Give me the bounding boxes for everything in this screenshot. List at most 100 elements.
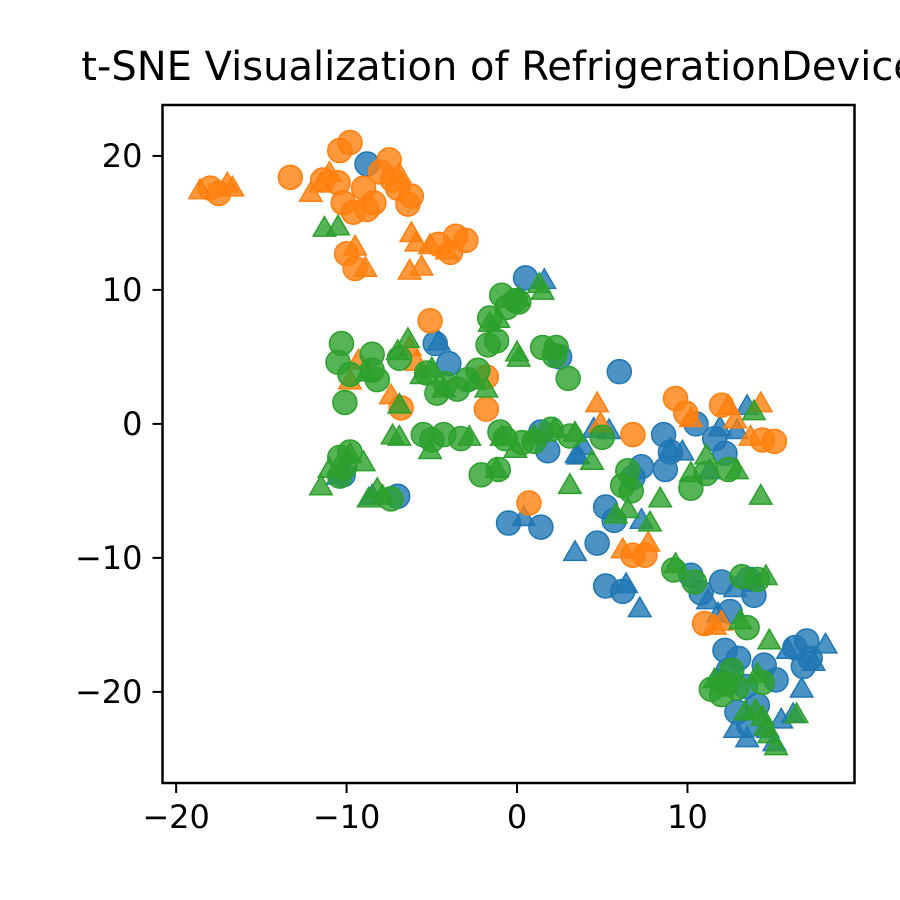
- point-s0-triangle-26: [722, 716, 748, 738]
- point-s1-triangle-26: [737, 424, 764, 446]
- point-s2-circle-24: [332, 389, 358, 416]
- point-s1-triangle-24: [722, 406, 748, 429]
- point-s2-triangle-16: [526, 271, 552, 294]
- point-s2-triangle-30: [502, 436, 528, 458]
- point-s2-circle-5: [359, 341, 385, 367]
- point-s2-circle-44: [618, 478, 644, 504]
- point-s0-triangle-14: [511, 504, 537, 527]
- point-s1-circle-23: [453, 227, 479, 254]
- point-s0-triangle-1: [426, 329, 452, 351]
- point-s1-triangle-2: [219, 174, 245, 197]
- point-s1-triangle-30: [702, 613, 728, 635]
- point-s2-circle-15: [483, 328, 510, 354]
- point-s2-triangle-3: [354, 359, 380, 382]
- point-s0-triangle-20: [695, 587, 721, 610]
- point-s1-triangle-4: [298, 180, 324, 203]
- x-tick-label-3: 10: [667, 798, 708, 836]
- point-s2-triangle-19: [337, 441, 363, 464]
- point-s2-circle-22: [555, 365, 581, 392]
- point-s1-circle-10: [376, 147, 402, 173]
- point-s2-triangle-21: [316, 456, 343, 479]
- point-s2-triangle-34: [541, 416, 568, 438]
- point-s2-triangle-48: [753, 563, 779, 586]
- point-s1-triangle-27: [610, 536, 636, 559]
- point-s2-triangle-17: [504, 339, 530, 362]
- point-s2-triangle-14: [506, 284, 532, 307]
- point-s2-circle-23: [529, 334, 556, 361]
- point-s1-triangle-1: [187, 177, 213, 200]
- point-s2-triangle-8: [419, 355, 445, 378]
- point-s0-triangle-22: [775, 637, 801, 659]
- point-s1-triangle-6: [386, 161, 412, 184]
- point-s2-triangle-7: [431, 375, 457, 398]
- point-s2-circle-2: [337, 361, 363, 388]
- point-s2-triangle-47: [727, 607, 753, 630]
- point-s2-triangle-54: [763, 733, 789, 756]
- point-s2-triangle-12: [473, 375, 499, 398]
- scatter-marks: [187, 129, 839, 756]
- point-s2-triangle-27: [417, 437, 443, 460]
- point-s0-triangle-27: [734, 725, 760, 748]
- point-s1-circle-13: [330, 190, 356, 216]
- point-s0-triangle-13: [562, 539, 588, 562]
- y-tick-label-0: 20: [102, 137, 143, 175]
- plot-frame: [161, 103, 856, 785]
- chart-title: t-SNE Visualization of RefrigerationDevi…: [81, 44, 900, 90]
- point-s2-triangle-20: [351, 449, 377, 472]
- point-s1-circle-2: [277, 164, 304, 191]
- point-s1-triangle-13: [398, 220, 424, 243]
- point-s2-triangle-59: [732, 698, 758, 721]
- point-s2-triangle-43: [724, 457, 750, 480]
- point-s2-triangle-35: [557, 472, 583, 495]
- point-s2-triangle-29: [484, 456, 510, 479]
- point-s2-triangle-32: [521, 422, 547, 445]
- y-tick-label-2: 0: [122, 405, 142, 443]
- point-s1-triangle-8: [352, 255, 378, 278]
- x-tick-label-2: 0: [507, 798, 527, 836]
- point-s2-triangle-58: [744, 661, 770, 684]
- point-s2-triangle-38: [615, 496, 641, 519]
- point-s1-circle-32: [761, 428, 788, 455]
- point-s2-triangle-4: [385, 338, 411, 361]
- point-s0-triangle-23: [801, 649, 827, 671]
- point-s2-triangle-9: [461, 367, 487, 390]
- point-s2-triangle-25: [364, 476, 390, 499]
- point-s1-circle-27: [516, 490, 542, 516]
- point-s1-triangle-7: [342, 233, 368, 256]
- point-s1-triangle-21: [584, 390, 610, 413]
- point-s1-triangle-5: [316, 160, 343, 182]
- point-s0-triangle-15: [627, 595, 653, 618]
- point-s0-triangle-25: [789, 676, 815, 698]
- point-s1-triangle-22: [678, 405, 704, 428]
- point-s2-triangle-44: [741, 398, 767, 421]
- y-tick-label-1: 10: [102, 271, 143, 309]
- point-s1-circle-14: [354, 196, 380, 223]
- point-s1-triangle-28: [635, 529, 661, 552]
- point-s0-triangle-16: [613, 571, 639, 594]
- point-s2-triangle-42: [693, 442, 719, 465]
- point-s0-triangle-6: [565, 442, 591, 465]
- point-s0-circle-5: [606, 358, 633, 385]
- point-s2-triangle-41: [678, 460, 704, 483]
- point-s2-triangle-56: [783, 701, 810, 724]
- point-s2-triangle-2: [386, 391, 412, 414]
- point-s1-circle-26: [473, 396, 500, 422]
- x-tick-label-1: −10: [313, 798, 381, 836]
- point-s2-triangle-36: [579, 448, 605, 471]
- point-s1-triangle-3: [308, 170, 334, 193]
- point-s2-triangle-57: [756, 627, 782, 650]
- point-s1-circle-17: [398, 183, 425, 209]
- point-s2-triangle-26: [386, 424, 412, 446]
- point-s1-circle-33: [620, 421, 646, 448]
- point-s2-triangle-39: [637, 509, 663, 532]
- y-tick-label-4: −20: [75, 673, 143, 711]
- point-s0-triangle-8: [669, 438, 695, 461]
- point-s1-circle-24: [417, 307, 443, 334]
- x-tick-label-0: −20: [142, 798, 210, 836]
- point-s0-circle-11: [528, 514, 554, 540]
- point-s0-triangle-24: [812, 631, 839, 654]
- point-s2-triangle-33: [562, 420, 588, 442]
- point-s2-circle-50: [681, 569, 708, 595]
- point-s2-triangle-31: [489, 424, 515, 446]
